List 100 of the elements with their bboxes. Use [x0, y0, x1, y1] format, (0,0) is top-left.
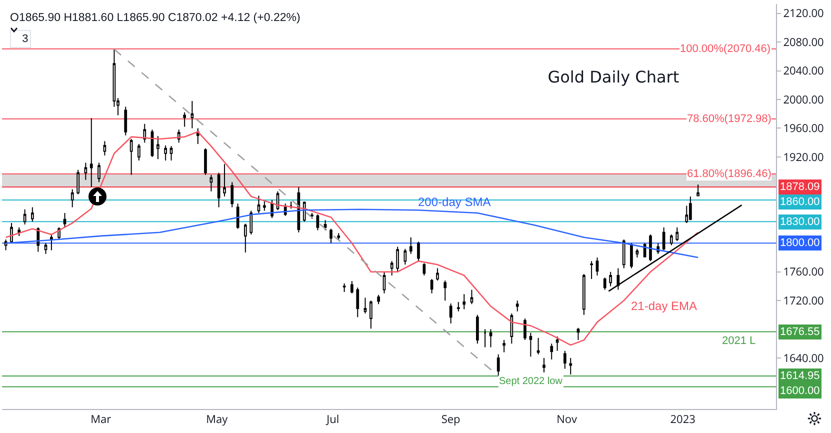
candlestick: [496, 354, 500, 376]
candlestick: [576, 327, 580, 341]
y-tick-label: 1640.00: [783, 350, 824, 366]
candlestick: [630, 242, 633, 269]
x-tick-label: 2023: [670, 412, 696, 428]
candlestick: [484, 328, 486, 348]
candlestick: [524, 318, 526, 341]
y-tick-label: 1960.00: [783, 121, 824, 136]
candlestick: [342, 282, 346, 292]
candlestick: [23, 208, 26, 225]
candlestick: [204, 148, 207, 176]
annotation: 78.60%(1972.98): [687, 113, 772, 125]
candlestick: [244, 223, 247, 253]
annotation: 100.00%(2070.46): [680, 43, 771, 55]
candlestick: [98, 162, 100, 183]
candlestick: [377, 294, 380, 305]
candlestick: [382, 271, 386, 294]
annotation: 2021 L: [722, 335, 756, 347]
candlestick: [590, 260, 593, 280]
candlestick: [676, 226, 679, 242]
candlestick: [456, 302, 460, 312]
candlestick: [396, 246, 399, 272]
candlestick: [409, 236, 412, 254]
candlestick: [190, 100, 194, 129]
candlestick: [688, 196, 692, 221]
candlestick: [250, 210, 253, 236]
y-tick-label: 2000.00: [783, 92, 824, 108]
y-tick-label: 1760.00: [783, 264, 824, 280]
candlestick: [236, 203, 240, 230]
candlestick: [516, 300, 519, 312]
ref-line-label: 1676.55: [780, 326, 820, 338]
candlestick: [170, 146, 173, 162]
x-tick-label: Mar: [90, 412, 112, 428]
candlestick: [330, 228, 332, 244]
candlestick: [550, 343, 554, 360]
candlestick: [263, 200, 266, 212]
x-tick-label: May: [206, 412, 228, 428]
candlestick: [502, 340, 506, 353]
ref-line-label: 1800.00: [780, 237, 820, 249]
candlestick: [290, 200, 292, 210]
candlestick: [257, 195, 260, 214]
candlestick: [609, 271, 612, 287]
series-label: 21-day EMA: [631, 299, 698, 313]
ref-line-label: 1830.00: [780, 216, 820, 228]
candlestick: [563, 350, 566, 370]
candlestick: [662, 226, 666, 251]
candlestick: [143, 123, 146, 144]
candlestick: [430, 278, 434, 294]
candlestick: [164, 144, 167, 162]
candlestick: [603, 277, 606, 290]
candlestick: [210, 174, 213, 192]
candlestick: [449, 302, 452, 324]
candlestick: [217, 172, 220, 208]
candlestick: [417, 241, 420, 262]
candlestick: [103, 140, 106, 156]
candlestick: [422, 262, 426, 276]
candlestick: [542, 358, 546, 373]
candlestick: [529, 332, 532, 358]
annotation: Sept 2022 low: [499, 376, 564, 387]
candlestick: [18, 226, 21, 236]
x-tick-label: Sep: [441, 412, 461, 428]
candlestick: [223, 164, 226, 197]
candlestick: [489, 328, 492, 348]
ref-line-label: 1878.09: [780, 181, 820, 193]
candlestick: [696, 184, 700, 196]
candlestick: [636, 248, 639, 258]
candlestick: [84, 162, 88, 180]
candlestick: [324, 220, 327, 231]
candlestick: [50, 234, 53, 251]
ref-line-label: 1860.00: [780, 196, 820, 208]
candlestick: [130, 138, 133, 176]
y-tick-label: 1720.00: [783, 293, 824, 308]
ref-line-label: 1614.95: [780, 370, 820, 382]
candlestick: [337, 232, 340, 240]
candlestick: [390, 260, 394, 276]
candlestick: [364, 297, 367, 314]
candlestick: [4, 239, 8, 251]
candlestick: [124, 106, 128, 136]
y-tick-label: 2080.00: [783, 34, 824, 50]
candlestick: [63, 212, 66, 228]
candlestick: [596, 256, 599, 276]
candlestick: [462, 294, 466, 310]
x-tick-label: Nov: [556, 412, 578, 428]
candlestick: [44, 242, 48, 254]
candlestick: [404, 248, 407, 266]
candlestick: [137, 144, 140, 162]
candlestick: [284, 203, 287, 216]
candlestick: [536, 337, 540, 355]
candlestick: [183, 112, 186, 128]
candlestick: [316, 214, 320, 231]
candlestick: [350, 280, 354, 294]
candlestick: [356, 287, 360, 318]
candlestick: [444, 280, 447, 302]
ref-line-label: 1600.00: [780, 385, 820, 397]
candlestick: [510, 312, 514, 344]
candlestick: [622, 239, 626, 269]
candlestick: [70, 188, 74, 208]
candlestick: [582, 274, 586, 316]
candlestick: [476, 314, 479, 344]
candlestick: [556, 336, 559, 352]
